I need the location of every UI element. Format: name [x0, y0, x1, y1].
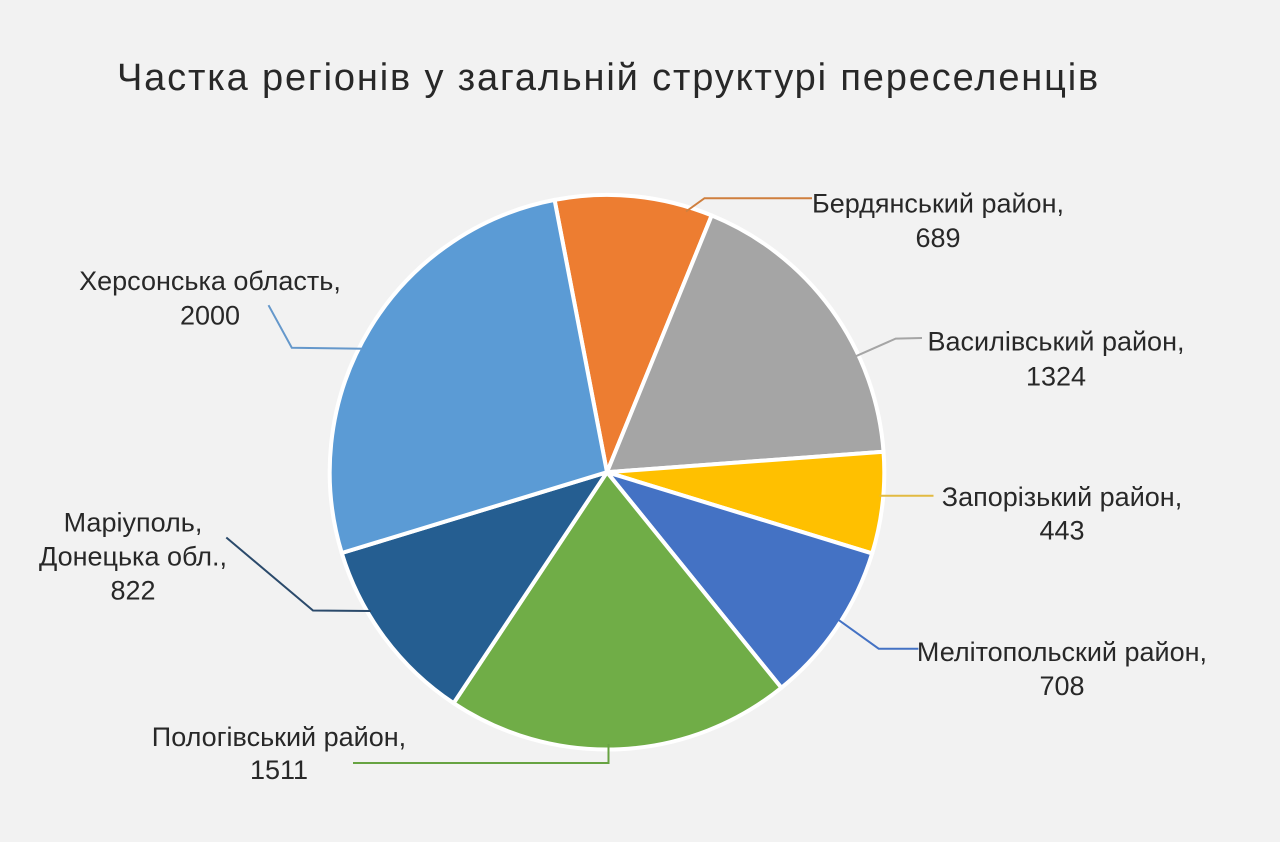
- svg-text:Частка регіонів у загальній ст: Частка регіонів у загальній структурі пе…: [117, 57, 1100, 99]
- svg-text:Мелітопольский район,: Мелітопольский район,: [917, 637, 1207, 667]
- svg-text:Пологівський район,: Пологівський район,: [152, 722, 406, 752]
- svg-text:822: 822: [110, 576, 155, 606]
- svg-text:Маріуполь,: Маріуполь,: [64, 507, 203, 537]
- svg-text:Василівський район,: Василівський район,: [928, 327, 1185, 357]
- svg-text:689: 689: [915, 223, 960, 253]
- svg-text:Бердянський район,: Бердянський район,: [812, 188, 1064, 218]
- svg-text:2000: 2000: [180, 301, 240, 331]
- svg-text:1511: 1511: [250, 755, 308, 785]
- svg-text:Запорізький район,: Запорізький район,: [942, 482, 1182, 512]
- svg-text:Херсонська область,: Херсонська область,: [79, 266, 341, 296]
- svg-text:Донецька обл.,: Донецька обл.,: [39, 541, 227, 571]
- svg-text:443: 443: [1039, 516, 1084, 546]
- svg-text:708: 708: [1039, 671, 1084, 701]
- svg-text:1324: 1324: [1026, 362, 1086, 392]
